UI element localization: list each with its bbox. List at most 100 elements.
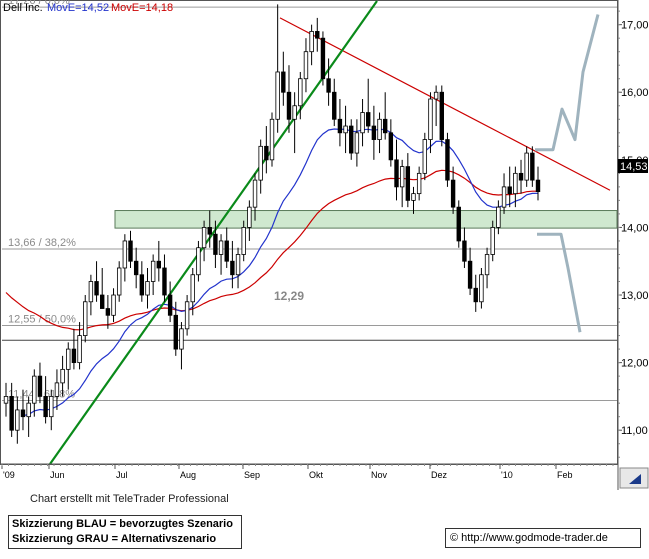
candle-body <box>281 71 286 93</box>
candle-body <box>179 328 184 350</box>
candle-body <box>201 227 207 249</box>
candle-body <box>230 260 235 276</box>
candle-body <box>298 78 303 107</box>
candle-body <box>247 206 252 228</box>
candle-body <box>43 396 48 418</box>
fib-level-label: 17,26 / 0,0% <box>8 0 70 7</box>
x-tick-label: Sep <box>244 470 260 480</box>
candle-body <box>241 227 246 255</box>
candle-body <box>354 132 360 154</box>
candle-body <box>26 402 31 418</box>
candle-body <box>377 118 382 140</box>
candle-body <box>66 348 71 370</box>
last-price-box <box>618 159 648 173</box>
ma-fast-line <box>22 128 539 417</box>
legend-line-grey: Skizzierung GRAU = Alternativszenario <box>12 533 217 545</box>
candle-body <box>445 139 450 181</box>
candle-body <box>484 254 490 276</box>
candle-body <box>150 260 156 282</box>
candle-body <box>343 125 348 134</box>
x-tick-label: Aug <box>180 470 196 480</box>
candle-body <box>128 240 133 262</box>
scenario-grey-path <box>537 232 582 333</box>
candle-body <box>269 118 275 161</box>
source-url[interactable]: http://www.godmode-trader.de <box>461 532 608 544</box>
candle-body <box>349 125 354 154</box>
x-tick-label: Nov <box>371 470 388 480</box>
candle-body <box>213 233 218 255</box>
copyright-symbol: © <box>450 532 459 544</box>
last-price-label: 14,53 <box>620 161 648 173</box>
candle-body <box>501 186 507 208</box>
scenario-blue-path <box>535 14 600 152</box>
candle-body <box>190 274 195 303</box>
candle-body <box>37 375 43 397</box>
candle-body <box>184 301 190 330</box>
candle-body <box>535 179 541 193</box>
candle-body <box>116 267 122 296</box>
support-label: 12,29 <box>274 289 304 303</box>
candle-body <box>518 172 524 181</box>
candle-body <box>145 281 150 296</box>
candle-body <box>207 227 212 235</box>
source-link[interactable]: © http://www.godmode-trader.de <box>445 528 641 548</box>
support-zone <box>114 210 618 229</box>
candle-body <box>71 348 77 364</box>
candle-body <box>371 125 377 140</box>
x-tick-label: '10 <box>501 470 513 480</box>
candle-body <box>490 227 495 255</box>
candle-body <box>315 31 320 39</box>
candle-body <box>94 281 99 296</box>
candle-body <box>32 375 37 404</box>
candle-body <box>366 112 371 127</box>
candle-body <box>292 105 297 120</box>
candle-body <box>264 145 269 161</box>
chart-credit: Chart erstellt mit TeleTrader Profession… <box>30 493 229 505</box>
x-tick-label: Jun <box>50 470 65 480</box>
candle-body <box>162 267 167 296</box>
candle-body <box>167 294 173 316</box>
candle-body <box>49 396 54 418</box>
ma-fast-label: MovE=14,52 <box>47 2 109 14</box>
fib-level-label: 12,55 / 50,0% <box>8 313 76 325</box>
y-tick-label: 14,00 <box>621 222 649 234</box>
x-tick-label: Jul <box>116 470 128 480</box>
candle-body <box>399 166 405 188</box>
chart-canvas: 17,26 / 0,0% 13,66 / 38,2% 12,55 / 50,0% 11… <box>0 0 649 490</box>
ma-slow-label: MovE=14,18 <box>111 2 173 14</box>
candle-body <box>235 254 241 276</box>
candle-body <box>405 166 411 201</box>
candle-body <box>122 240 128 269</box>
candle-body <box>382 118 388 134</box>
corner-arrow-icon <box>629 474 641 484</box>
candle-body <box>20 409 26 418</box>
candle-body <box>224 240 229 262</box>
candle-body <box>196 247 201 276</box>
candle-body <box>309 31 314 53</box>
candle-body <box>524 152 529 181</box>
candle-body <box>394 159 399 188</box>
candle-body <box>54 382 60 397</box>
candle-body <box>286 91 292 120</box>
candle-body <box>88 281 94 303</box>
candle-body <box>156 260 162 269</box>
candle-body <box>3 396 9 404</box>
corner-tool-button[interactable] <box>619 467 649 489</box>
candle-body <box>275 71 280 120</box>
scenario-legend: Skizzierung BLAU = bevorzugtes Szenario … <box>8 515 242 549</box>
fib-level-label: 13,66 / 38,2% <box>8 237 76 249</box>
y-tick-label: 12,00 <box>621 358 649 370</box>
candle-body <box>433 91 439 100</box>
candle-body <box>326 78 331 93</box>
plot-border <box>0 0 618 465</box>
candle-body <box>496 206 501 228</box>
candle-body <box>105 308 111 316</box>
candle-body <box>252 179 258 208</box>
candle-body <box>411 193 416 201</box>
candle-body <box>83 301 88 336</box>
candle-body <box>111 294 116 316</box>
candle-body <box>332 91 337 120</box>
candle-body <box>173 314 178 350</box>
candle-body <box>456 206 461 242</box>
candle-body <box>416 172 422 195</box>
